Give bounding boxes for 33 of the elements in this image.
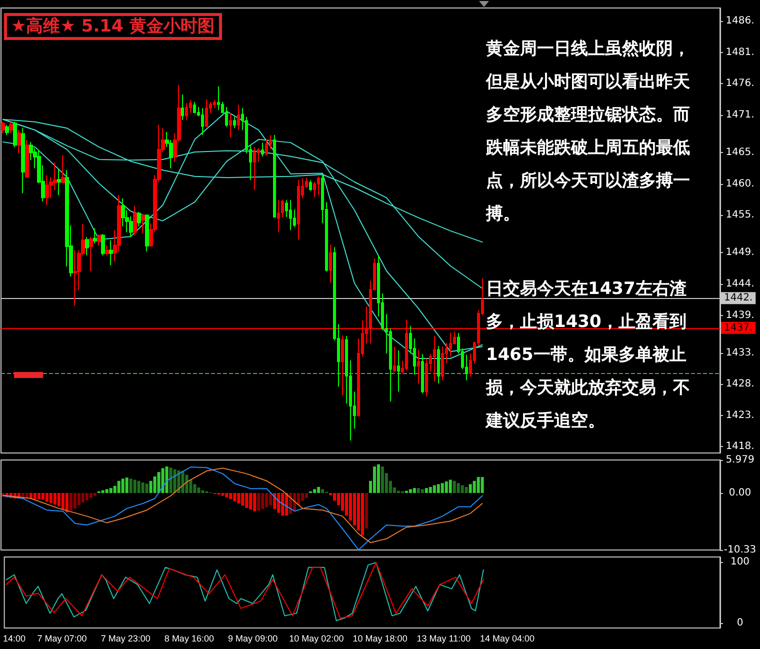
y-tick-label: 1439. — [726, 310, 754, 321]
y-tick-label: 1418. — [726, 441, 754, 452]
y-tick-label: 1460. — [726, 178, 754, 190]
y-tick-label: 0.00 — [728, 487, 752, 498]
y-tick-label: -10.33 — [724, 544, 756, 556]
x-tick-label: 10 May 18:00 — [352, 634, 408, 644]
x-tick-label: 8 May 16:00 — [164, 634, 214, 644]
x-tick-label: 7 May 07:00 — [37, 634, 87, 644]
y-tick-label: 1449. — [726, 247, 754, 258]
y-tick-label: 1455. — [726, 210, 754, 221]
x-tick-label: 14:00 — [2, 634, 26, 644]
x-tick-label: 14 May 04:00 — [480, 634, 535, 644]
y-tick-label: 1465. — [726, 147, 754, 158]
y-tick-label: 1428. — [726, 378, 754, 390]
y-tick-label: 1476. — [726, 78, 754, 90]
annotation: 黄金周一日线上虽然收阴，但是从小时图可以看出昨天多空形成整理拉锯状态。而跌幅未能跌破上周五的最低点，所以今天可以渣多搏一搏。 — [486, 38, 691, 226]
y-tick-label: 1471. — [726, 110, 754, 121]
y-tick-label: 1444. — [726, 278, 754, 290]
y-tick-label: 100 — [730, 556, 750, 568]
ref-line-label: 1442. — [724, 292, 753, 304]
x-tick-label: 9 May 09:00 — [228, 634, 278, 644]
x-tick-label: 7 May 23:00 — [100, 634, 150, 644]
y-tick-label: 1423. — [726, 410, 754, 421]
annotation: 日交易今天在1437左右渣多，止损1430，止盈看到1465一带。如果多单被止损，今天就此放弃交易，不建议反手追空。 — [486, 278, 691, 433]
y-tick-label: 1433. — [726, 347, 754, 358]
ref-line-label: 1437. — [724, 322, 753, 334]
y-tick-label: 1486. — [726, 16, 754, 27]
x-tick-label: 13 May 11:00 — [416, 634, 471, 644]
y-tick-label: 0 — [736, 618, 744, 629]
x-tick-label: 10 May 02:00 — [289, 634, 344, 644]
y-tick-label: 1481. — [726, 46, 754, 58]
text: ★高维★ 5.14 黄金小时图 — [11, 16, 214, 36]
y-tick-label: 5.979 — [726, 454, 754, 466]
